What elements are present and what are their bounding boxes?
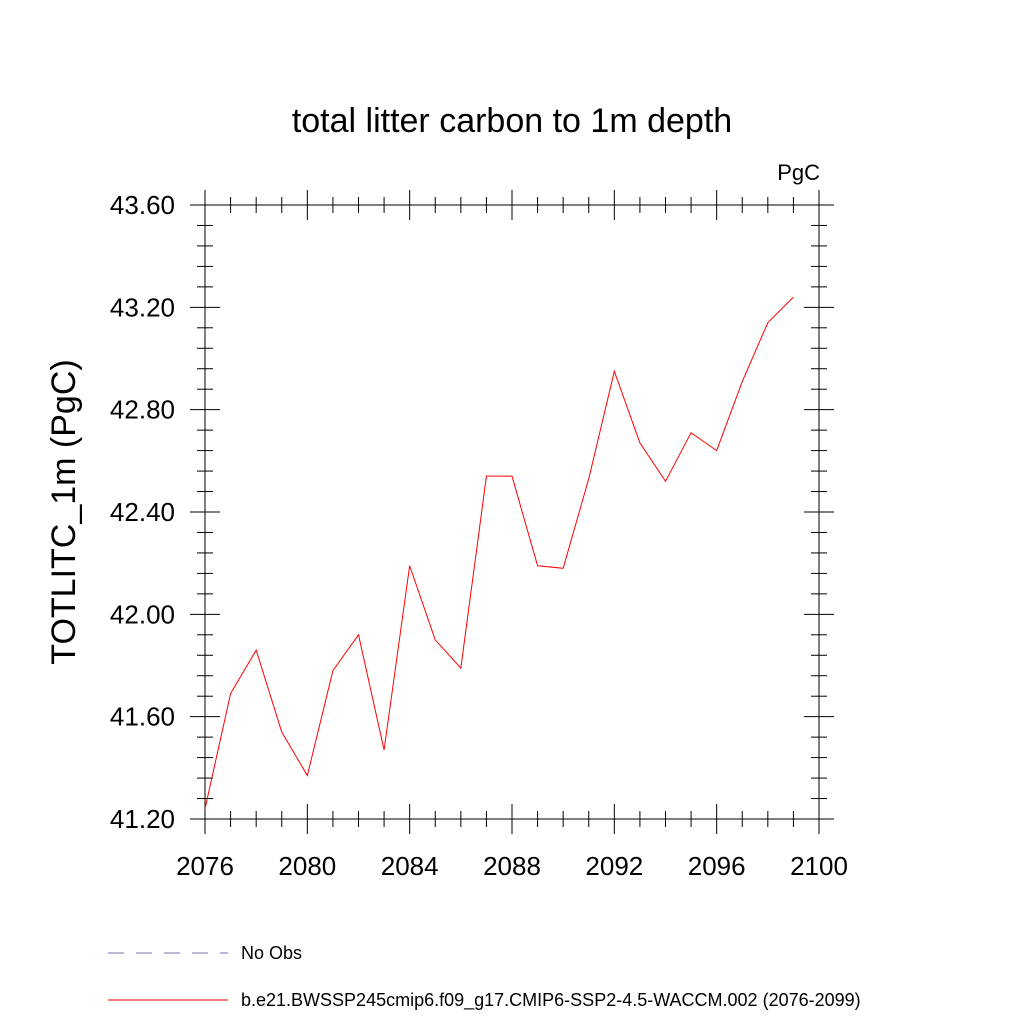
y-tick-label: 43.60 <box>110 190 175 220</box>
units-label: PgC <box>777 160 820 185</box>
x-tick-label: 2076 <box>176 851 234 881</box>
y-tick-label: 43.20 <box>110 292 175 322</box>
plot-frame <box>204 204 820 820</box>
y-tick-label: 42.00 <box>110 599 175 629</box>
series-line-0 <box>204 296 794 809</box>
y-tick-label: 42.80 <box>110 395 175 425</box>
x-tick-label: 2080 <box>278 851 336 881</box>
y-tick-labels: 41.20 41.60 42.00 42.40 42.80 43.20 43.60 <box>110 190 175 834</box>
axis-ticks <box>190 190 834 834</box>
x-tick-label: 2088 <box>483 851 541 881</box>
chart-title: total litter carbon to 1m depth <box>292 102 732 140</box>
legend-label-no-obs: No Obs <box>241 943 302 963</box>
legend: No Obs b.e21.BWSSP245cmip6.f09_g17.CMIP6… <box>108 943 861 1011</box>
x-tick-label: 2092 <box>585 851 643 881</box>
x-tick-labels: 2076 2080 2084 2088 2092 2096 2100 <box>176 851 848 881</box>
x-tick-label: 2084 <box>381 851 439 881</box>
series-group <box>204 296 794 809</box>
x-tick-label: 2096 <box>688 851 746 881</box>
y-tick-label: 41.60 <box>110 702 175 732</box>
y-axis-label: TOTLITC_1m (PgC) <box>45 359 83 664</box>
y-tick-label: 42.40 <box>110 497 175 527</box>
legend-label-model: b.e21.BWSSP245cmip6.f09_g17.CMIP6-SSP2-4… <box>241 990 861 1011</box>
x-tick-label: 2100 <box>790 851 848 881</box>
y-tick-label: 41.20 <box>110 804 175 834</box>
